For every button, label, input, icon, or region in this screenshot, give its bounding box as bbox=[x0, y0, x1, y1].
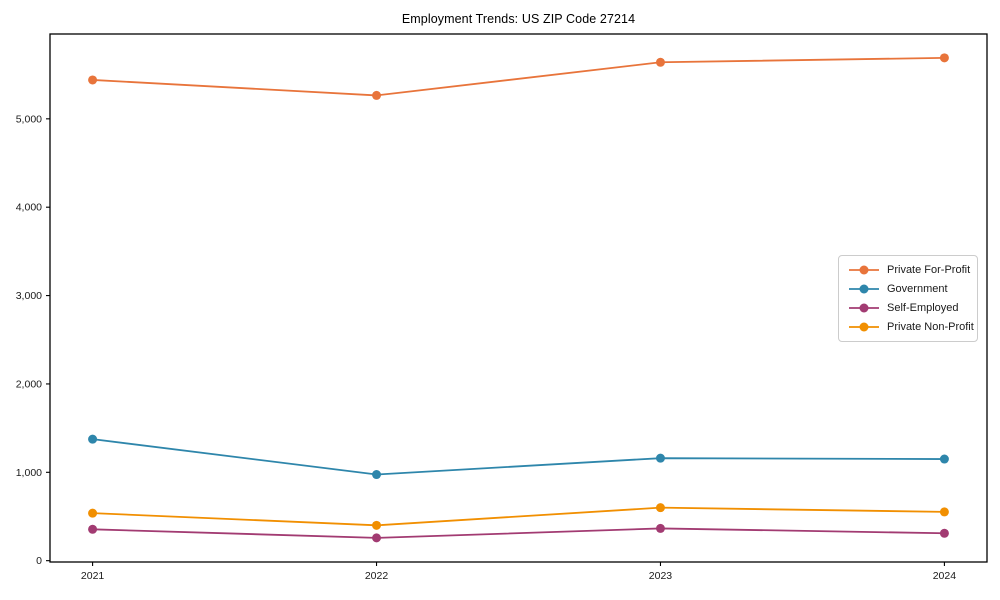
legend-item-private-for-profit: Private For-Profit bbox=[849, 261, 977, 279]
y-tick-label: 0 bbox=[36, 555, 42, 567]
chart-title: Employment Trends: US ZIP Code 27214 bbox=[401, 12, 636, 26]
y-tick-label: 3,000 bbox=[16, 290, 42, 302]
legend-dot bbox=[859, 303, 869, 313]
legend-dot bbox=[859, 284, 869, 294]
legend-line-marker-icon bbox=[849, 303, 879, 313]
data-point-private-for-profit bbox=[88, 75, 98, 85]
data-point-private-non-profit bbox=[655, 503, 665, 513]
x-tick-label: 2022 bbox=[365, 570, 389, 582]
data-point-private-for-profit bbox=[372, 90, 382, 100]
data-point-government bbox=[655, 453, 665, 463]
legend-item-self-employed: Self-Employed bbox=[849, 299, 977, 317]
legend-dot bbox=[859, 322, 869, 332]
data-point-private-for-profit bbox=[655, 57, 665, 67]
x-tick-label: 2023 bbox=[649, 570, 673, 582]
data-point-private-non-profit bbox=[88, 508, 98, 518]
legend-line-marker-icon bbox=[849, 322, 879, 332]
legend: Private For-Profit Government Self-Employe… bbox=[838, 255, 978, 342]
series-line-government bbox=[92, 438, 945, 476]
series-line-self-employed bbox=[92, 527, 945, 539]
data-point-government bbox=[939, 454, 949, 464]
data-point-private-non-profit bbox=[939, 507, 949, 517]
plot-border bbox=[49, 33, 988, 563]
legend-label: Self-Employed bbox=[887, 302, 959, 315]
series-line-private-for-profit bbox=[92, 56, 945, 97]
data-point-private-for-profit bbox=[939, 53, 949, 63]
legend-line-marker-icon bbox=[849, 265, 879, 275]
data-point-self-employed bbox=[88, 524, 98, 534]
y-tick-label: 5,000 bbox=[16, 113, 42, 125]
data-point-government bbox=[372, 470, 382, 480]
legend-label: Private Non-Profit bbox=[887, 321, 974, 334]
data-point-self-employed bbox=[372, 533, 382, 543]
data-point-self-employed bbox=[939, 528, 949, 538]
legend-line-marker-icon bbox=[849, 284, 879, 294]
series-line-private-non-profit bbox=[92, 506, 945, 527]
x-tick-label: 2021 bbox=[81, 570, 105, 582]
legend-label: Government bbox=[887, 282, 948, 295]
x-tick-label: 2024 bbox=[933, 570, 957, 582]
legend-label: Private For-Profit bbox=[887, 263, 971, 276]
legend-dot bbox=[859, 265, 869, 275]
y-tick-label: 1,000 bbox=[16, 467, 42, 479]
data-point-government bbox=[88, 434, 98, 444]
data-point-self-employed bbox=[655, 523, 665, 533]
data-point-private-non-profit bbox=[372, 520, 382, 530]
y-tick-label: 2,000 bbox=[16, 378, 42, 390]
legend-item-government: Government bbox=[849, 280, 977, 298]
y-tick-label: 4,000 bbox=[16, 202, 42, 214]
legend-item-private-non-profit: Private Non-Profit bbox=[849, 318, 977, 336]
